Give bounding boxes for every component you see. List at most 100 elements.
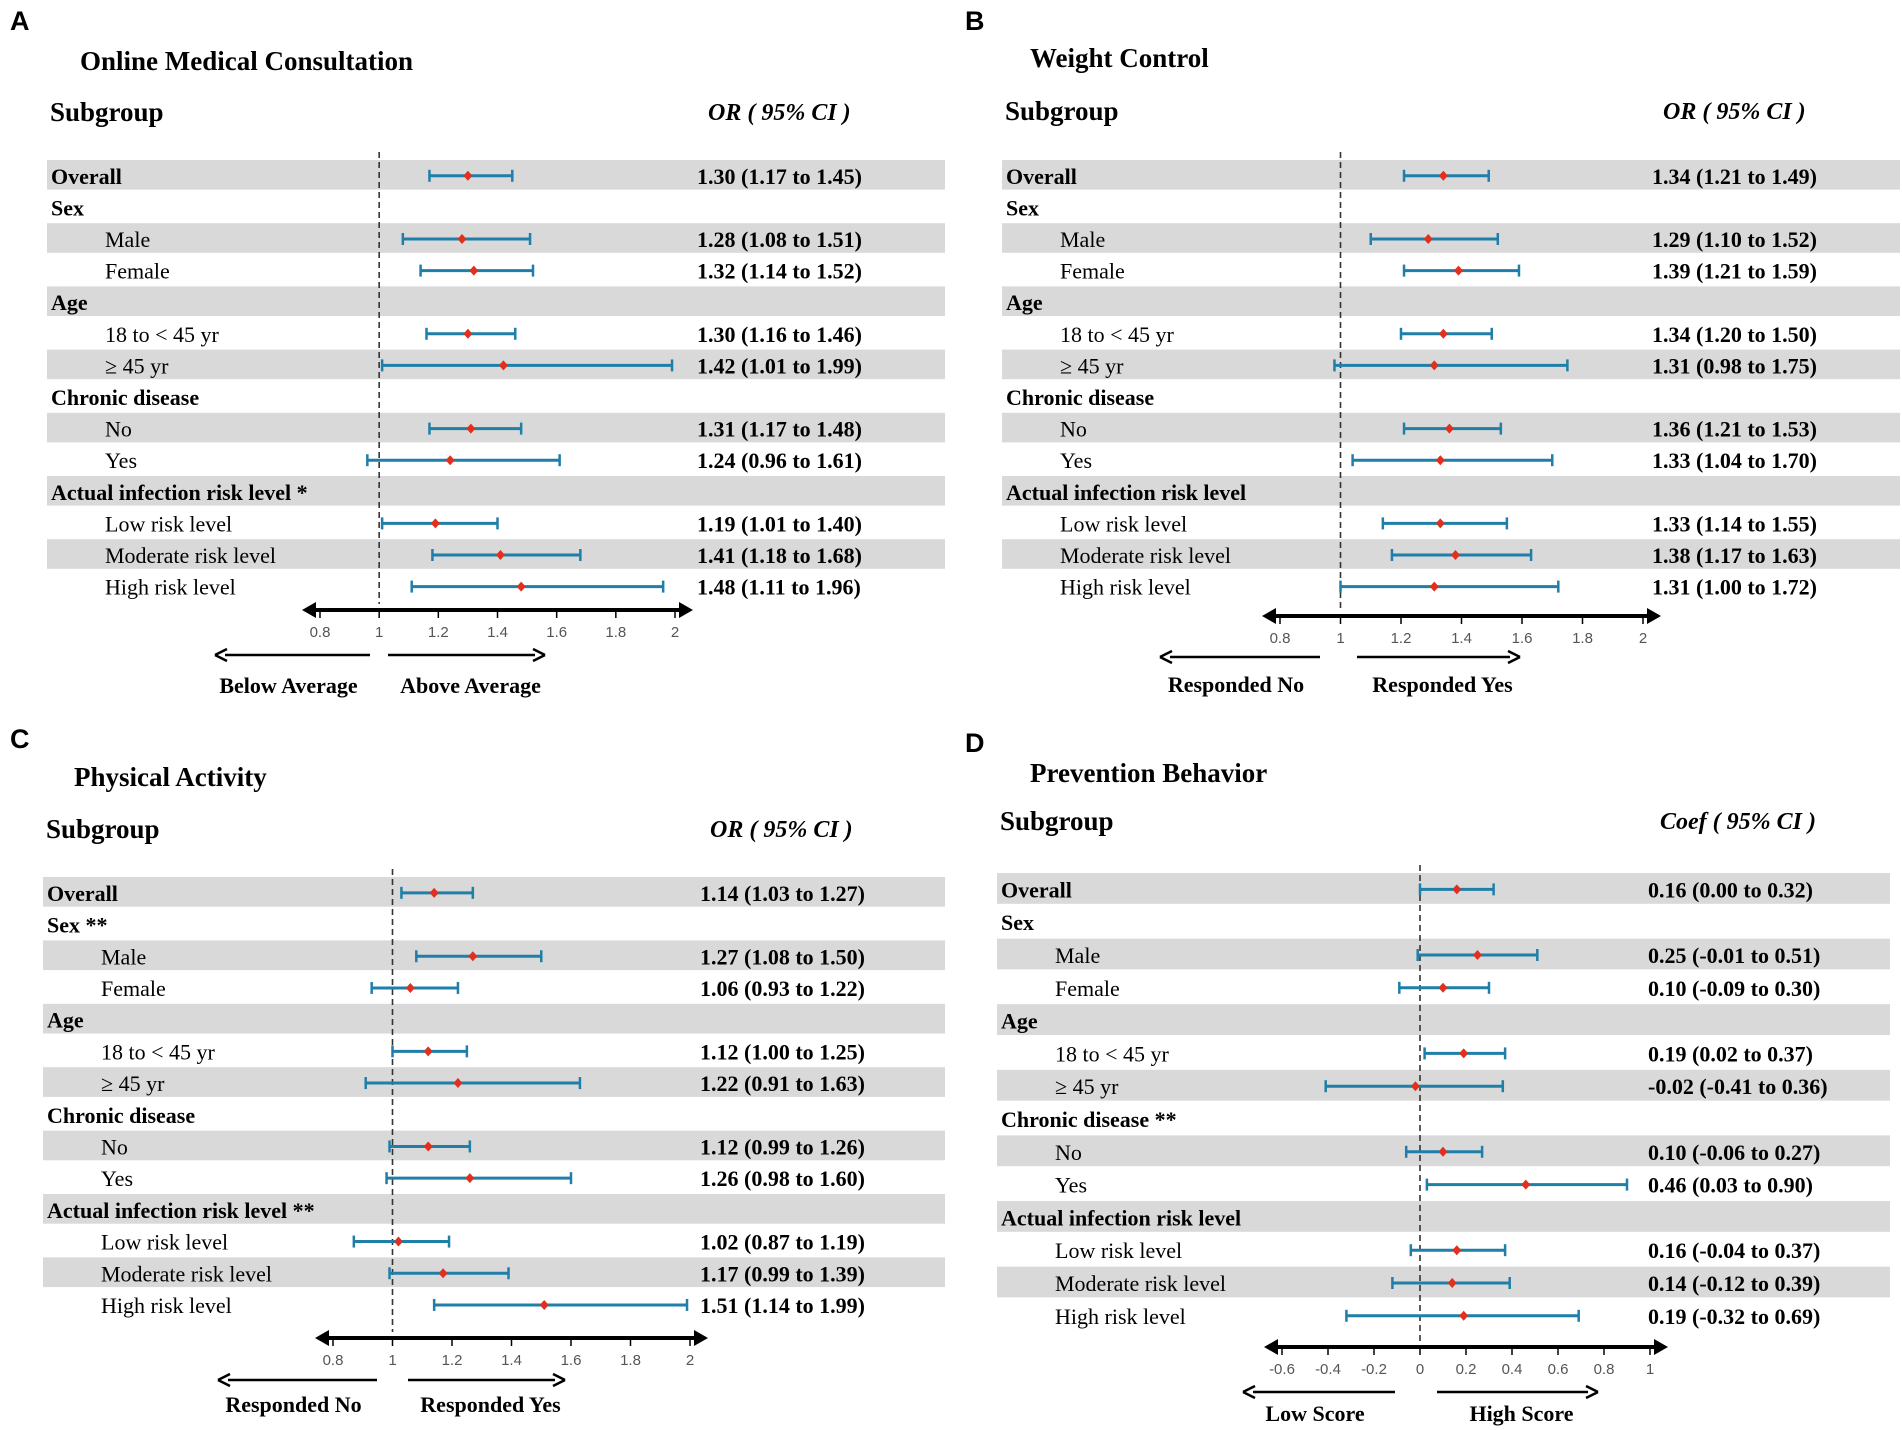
subgroup-header: Subgroup: [46, 814, 160, 844]
ci-value: 1.14 (1.03 to 1.27): [700, 881, 865, 906]
point-estimate: [1438, 982, 1448, 993]
panel-title: Weight Control: [1030, 43, 1209, 73]
ci-value: 0.25 (-0.01 to 0.51): [1648, 943, 1820, 968]
point-estimate: [445, 455, 455, 466]
tick-label: 1.6: [546, 624, 567, 641]
point-estimate: [1423, 234, 1433, 244]
ci-value: 1.02 (0.87 to 1.19): [700, 1230, 865, 1255]
ci-value: 1.27 (1.08 to 1.50): [700, 944, 865, 969]
point-estimate: [1521, 1179, 1531, 1190]
group-label: Sex: [1001, 910, 1034, 935]
ci-value: 1.30 (1.17 to 1.45): [697, 164, 862, 189]
group-label: Chronic disease **: [1001, 1107, 1177, 1132]
tick-label: 1.6: [561, 1352, 582, 1369]
point-estimate: [1452, 884, 1462, 895]
row-shade: [1002, 476, 1900, 506]
point-estimate: [463, 170, 473, 181]
subgroup-label: Female: [1055, 976, 1120, 1001]
subgroup-label: Yes: [1055, 1173, 1087, 1198]
point-estimate: [423, 1046, 433, 1057]
subgroup-label: Yes: [105, 448, 137, 473]
ci-value: 1.39 (1.21 to 1.59): [1652, 259, 1817, 284]
ci-value: 1.31 (1.17 to 1.48): [697, 417, 862, 442]
subgroup-label: High risk level: [1055, 1304, 1186, 1329]
ci-value: 1.12 (1.00 to 1.25): [700, 1039, 865, 1064]
ci-column-header: Coef ( 95% CI ): [1660, 809, 1816, 835]
point-estimate: [1447, 1278, 1457, 1288]
tick-label: 0.2: [1456, 1361, 1477, 1378]
point-estimate: [1450, 550, 1460, 560]
ci-value: 1.24 (0.96 to 1.61): [697, 448, 862, 473]
ci-value: 0.19 (-0.32 to 0.69): [1648, 1304, 1820, 1329]
ci-value: 1.36 (1.21 to 1.53): [1652, 417, 1817, 442]
subgroup-label: Female: [101, 976, 166, 1001]
row-shade: [43, 1130, 945, 1161]
tick-label: 1.4: [1451, 630, 1472, 647]
subgroup-label: Low risk level: [1055, 1238, 1182, 1263]
group-label: Chronic disease: [47, 1103, 195, 1128]
direction-arrowhead-left: [217, 1372, 231, 1388]
axis-arrow-left: [302, 602, 316, 618]
point-estimate: [539, 1299, 549, 1310]
group-label: Age: [47, 1008, 84, 1033]
ci-value: 1.26 (0.98 to 1.60): [700, 1166, 865, 1191]
ci-value: 1.12 (0.99 to 1.26): [700, 1134, 865, 1159]
point-estimate: [430, 518, 440, 529]
direction-arrowhead-left: [1159, 649, 1173, 665]
axis-arrow-left: [315, 1330, 329, 1346]
direction-label-right: Responded Yes: [1372, 672, 1513, 697]
point-estimate: [1452, 1245, 1462, 1256]
ci-value: 1.34 (1.20 to 1.50): [1652, 322, 1817, 347]
ci-value: 1.31 (0.98 to 1.75): [1652, 353, 1817, 378]
panel-d: D Prevention Behavior Subgroup Coef ( 95% C…: [965, 728, 1890, 1426]
panel-a: A Online Medical Consultation Subgroup OR (…: [10, 6, 945, 698]
point-estimate: [495, 550, 505, 560]
subgroup-label: No: [1060, 417, 1087, 442]
panel-c: C Physical Activity Subgroup OR ( 95% CI ) O…: [10, 724, 945, 1417]
axis-arrow-right: [679, 602, 693, 618]
point-estimate: [1410, 1081, 1420, 1092]
panel-title: Online Medical Consultation: [80, 46, 413, 76]
ci-value: 1.38 (1.17 to 1.63): [1652, 543, 1817, 568]
subgroup-label: Female: [105, 259, 170, 284]
tick-label: 1.8: [605, 624, 626, 641]
ci-value: 0.10 (-0.06 to 0.27): [1648, 1140, 1820, 1165]
tick-label: -0.2: [1361, 1361, 1387, 1378]
direction-arrowhead-left: [214, 647, 228, 663]
subgroup-label: Moderate risk level: [1055, 1271, 1226, 1296]
subgroup-label: Yes: [1060, 448, 1092, 473]
ci-value: 1.33 (1.04 to 1.70): [1652, 448, 1817, 473]
tick-label: 1.4: [501, 1352, 522, 1369]
tick-label: 1.8: [1572, 630, 1593, 647]
row-shade: [997, 1004, 1890, 1035]
tick-label: 0.6: [1548, 1361, 1569, 1378]
direction-label-left: Responded No: [1168, 672, 1304, 697]
group-label: Sex **: [47, 913, 108, 938]
panel-letter: A: [10, 6, 30, 36]
tick-label: 1: [1646, 1361, 1654, 1378]
group-label: Actual infection risk level **: [47, 1198, 315, 1223]
tick-label: 1.2: [442, 1352, 463, 1369]
ci-value: 0.46 (0.03 to 0.90): [1648, 1173, 1813, 1198]
group-label: Chronic disease: [51, 385, 199, 410]
ci-value: 0.16 (0.00 to 0.32): [1648, 877, 1813, 902]
ci-value: 1.31 (1.00 to 1.72): [1652, 575, 1817, 600]
group-label: Age: [1006, 290, 1043, 315]
point-estimate: [1429, 581, 1439, 592]
point-estimate: [468, 951, 478, 962]
panel-b: B Weight Control Subgroup OR ( 95% CI ) Over…: [965, 6, 1900, 697]
ci-value: 1.22 (0.91 to 1.63): [700, 1071, 865, 1096]
tick-label: 0: [1416, 1361, 1424, 1378]
axis-arrow-left: [1264, 1339, 1278, 1355]
point-estimate: [463, 328, 473, 339]
direction-label-left: Responded No: [225, 1392, 361, 1417]
group-label: Sex: [51, 195, 84, 220]
tick-label: 0.8: [1594, 1361, 1615, 1378]
ci-value: -0.02 (-0.41 to 0.36): [1648, 1074, 1828, 1099]
ci-column-header: OR ( 95% CI ): [1663, 99, 1806, 125]
ci-value: 1.51 (1.14 to 1.99): [700, 1293, 865, 1318]
direction-arrowhead-right: [1585, 1384, 1599, 1400]
point-estimate: [1453, 265, 1463, 276]
panel-letter: B: [965, 6, 985, 36]
subgroup-label: Male: [105, 227, 150, 252]
